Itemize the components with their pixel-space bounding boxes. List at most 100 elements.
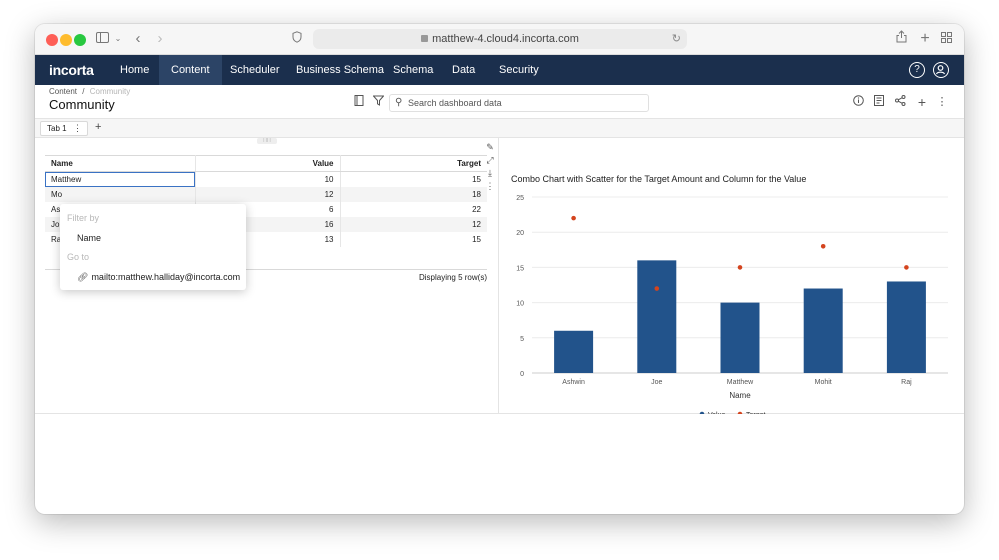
table-insight: ∷∷ ✎ ⤢ ⤓ ⋮ Name Value Target Matthew — [35, 138, 499, 414]
lock-icon — [421, 34, 429, 42]
forward-icon[interactable]: › — [157, 30, 163, 47]
legend-marker-value — [699, 411, 705, 414]
expand-icon[interactable]: ⤢ — [486, 155, 494, 165]
y-tick-label: 15 — [516, 265, 524, 272]
dashboard-header: Content / Community Community ⚲ Search d… — [35, 85, 964, 119]
bookmark-icon[interactable] — [352, 95, 366, 109]
filter-by-name-item[interactable]: Name — [77, 233, 102, 243]
breadcrumb-current: Community — [89, 87, 131, 96]
chart-title: Combo Chart with Scatter for the Target … — [511, 174, 807, 184]
tab-menu-icon[interactable]: ⋮ — [73, 123, 82, 133]
report-icon[interactable] — [872, 95, 886, 109]
nav-content[interactable]: Content — [159, 55, 222, 85]
dashboard-tabs: Tab 1 ⋮ + — [35, 119, 964, 138]
url-text: matthew-4.cloud4.incorta.com — [432, 33, 579, 45]
breadcrumb: Content / Community — [49, 87, 130, 96]
table-row: Matthew 10 15 — [45, 171, 487, 187]
add-tab-button[interactable]: + — [95, 121, 102, 133]
go-to-heading: Go to — [67, 252, 90, 262]
add-insight-icon[interactable]: + — [917, 94, 927, 110]
scatter-point-target — [571, 215, 576, 221]
more-options-icon[interactable]: ⋮ — [936, 96, 948, 108]
search-input[interactable]: ⚲ Search dashboard data — [389, 94, 649, 112]
x-tick-label: Ashwin — [562, 379, 585, 386]
nav-data[interactable]: Data — [452, 64, 476, 76]
insight-more-icon[interactable]: ⋮ — [485, 181, 495, 191]
legend-label-target: Target — [746, 412, 766, 414]
filter-icon[interactable] — [371, 95, 385, 109]
tab-label: Tab 1 — [47, 124, 67, 133]
nav-scheduler[interactable]: Scheduler — [230, 64, 280, 76]
column-header-name[interactable]: Name — [45, 155, 196, 172]
share-dashboard-icon[interactable] — [893, 95, 907, 109]
breadcrumb-content[interactable]: Content — [49, 87, 78, 96]
search-icon: ⚲ — [395, 97, 403, 108]
y-tick-label: 5 — [520, 336, 524, 343]
cell-value[interactable]: 10 — [195, 171, 341, 187]
drag-handle[interactable]: ∷∷ — [257, 138, 277, 144]
combo-chart-insight: Combo Chart with Scatter for the Target … — [500, 138, 964, 414]
page-title: Community — [49, 97, 115, 112]
address-bar[interactable]: matthew-4.cloud4.incorta.com ↻ — [313, 29, 687, 49]
cell-target[interactable]: 22 — [472, 204, 481, 214]
x-axis-title: Name — [729, 391, 751, 400]
download-icon[interactable]: ⤓ — [488, 168, 492, 178]
y-tick-label: 25 — [516, 195, 524, 202]
x-tick-label: Matthew — [727, 379, 754, 386]
mailto-link-item[interactable]: 🔗︎ mailto:matthew.halliday@incorta.com — [77, 272, 240, 283]
bar-value — [554, 330, 594, 373]
incorta-logo[interactable]: incorta — [49, 62, 94, 78]
nav-schema[interactable]: Schema — [393, 64, 434, 76]
x-tick-label: Mohit — [815, 379, 832, 386]
tab-overview-icon[interactable] — [940, 30, 953, 48]
cell-target[interactable]: 15 — [472, 174, 481, 184]
legend-label-value: Value — [708, 412, 725, 414]
cell-value[interactable]: 12 — [195, 186, 341, 202]
y-tick-label: 10 — [516, 301, 524, 308]
search-placeholder: Search dashboard data — [408, 98, 502, 108]
edit-icon[interactable]: ✎ — [486, 142, 494, 152]
bar-value — [803, 288, 843, 373]
sidebar-toggle-icon[interactable] — [95, 30, 109, 48]
back-icon[interactable]: ‹ — [135, 30, 141, 47]
help-icon[interactable]: ? — [909, 62, 925, 78]
minimize-window-button[interactable] — [60, 34, 72, 46]
cell-name[interactable]: Matthew — [45, 171, 196, 187]
nav-business-schema[interactable]: Business Schema — [296, 64, 385, 76]
breadcrumb-separator: / — [82, 87, 85, 96]
cell-target[interactable]: 12 — [340, 216, 487, 232]
y-tick-label: 20 — [516, 230, 524, 237]
browser-window: ⌄ ‹ › matthew-4.cloud4.incorta.com ↻ + i… — [35, 24, 964, 514]
bar-value — [720, 302, 760, 373]
y-tick-label: 0 — [520, 371, 524, 378]
table-footer: Displaying 5 row(s) — [45, 269, 487, 284]
close-window-button[interactable] — [46, 34, 58, 46]
zoom-window-button[interactable] — [74, 34, 86, 46]
chevron-down-icon[interactable]: ⌄ — [114, 34, 122, 43]
nav-security[interactable]: Security — [499, 64, 539, 76]
mailto-link-text: mailto:matthew.halliday@incorta.com — [91, 272, 241, 282]
column-header-target[interactable]: Target — [340, 155, 487, 172]
new-tab-icon[interactable]: + — [920, 30, 930, 47]
scatter-point-target — [654, 286, 660, 291]
x-tick-label: Raj — [901, 379, 912, 386]
browser-toolbar: ⌄ ‹ › matthew-4.cloud4.incorta.com ↻ + — [35, 24, 964, 55]
shield-icon[interactable] — [291, 30, 303, 48]
share-icon[interactable] — [895, 30, 908, 48]
nav-home[interactable]: Home — [120, 64, 150, 76]
scatter-point-target — [904, 265, 909, 270]
link-icon: 🔗︎ — [77, 272, 89, 282]
cell-target[interactable]: 18 — [340, 186, 487, 202]
filter-by-heading: Filter by — [67, 213, 100, 223]
cell-name[interactable]: Mo — [45, 186, 196, 202]
column-header-value[interactable]: Value — [195, 155, 341, 172]
tab-1[interactable]: Tab 1 ⋮ — [40, 121, 88, 136]
insight-tools: ✎ ⤢ ⤓ ⋮ — [483, 142, 497, 194]
info-icon[interactable] — [851, 95, 865, 109]
cell-target[interactable]: 15 — [472, 234, 481, 244]
user-profile-icon[interactable] — [933, 62, 949, 78]
scatter-point-target — [737, 265, 743, 270]
table-header-row: Name Value Target — [45, 155, 487, 172]
reload-icon[interactable]: ↻ — [671, 33, 681, 45]
scatter-point-target — [820, 243, 826, 249]
